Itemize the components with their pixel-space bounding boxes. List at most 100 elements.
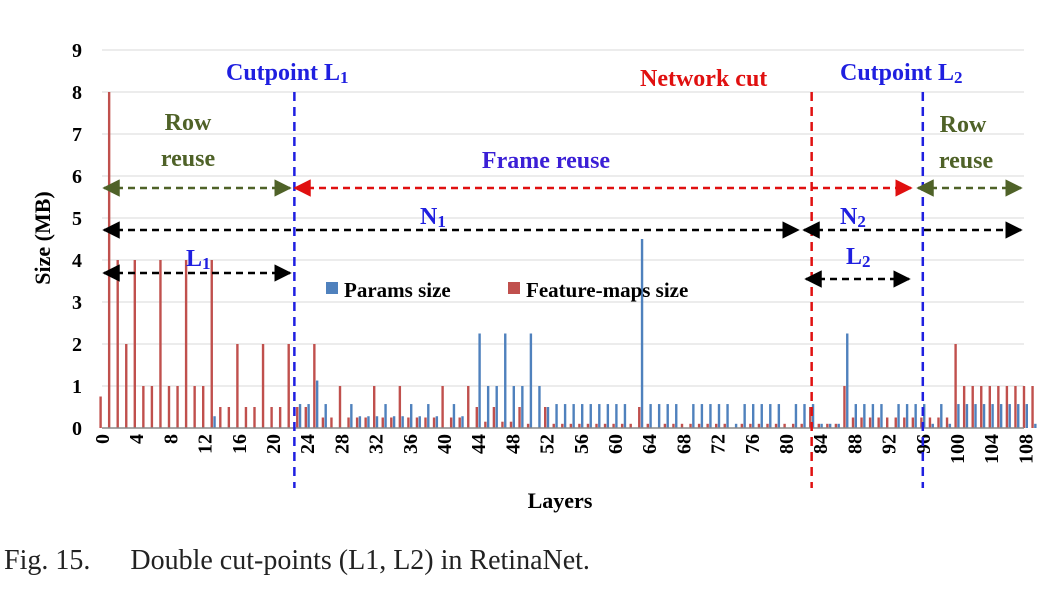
bar-params [546,407,550,428]
bar-params [957,404,960,428]
bar-feature-maps [715,423,718,428]
bar-feature-maps [723,423,726,428]
bar-feature-maps [911,417,915,428]
bar-params [486,386,490,428]
n1-label: N1 [420,204,446,231]
row-reuse-left-line1: Row [165,110,212,136]
bar-params [392,416,396,428]
row-reuse-right-line2: reuse [939,148,994,174]
bar-feature-maps [971,386,974,428]
bar-params [478,333,481,428]
bar-feature-maps [133,260,136,428]
bar-params [504,333,507,428]
bar-feature-maps [689,423,692,428]
x-tick-label: 84 [810,434,832,454]
y-tick-label: 4 [72,250,82,272]
x-tick-label: 0 [92,434,114,444]
bar-params [598,404,601,428]
bar-params [777,404,781,428]
bar-feature-maps [578,423,581,428]
bar-params [743,404,746,428]
bar-params [1034,423,1037,428]
bar-params [717,404,721,428]
caption-number: Fig. 15. [4,545,91,576]
bar-feature-maps [398,386,402,428]
x-tick-label: 60 [605,434,627,454]
bar-params [623,404,627,428]
bar-feature-maps [646,423,649,428]
legend-label-features: Feature-maps size [526,278,688,302]
frame-reuse-label: Frame reuse [482,148,611,174]
x-tick-label: 104 [981,434,1003,464]
bar-feature-maps [193,386,196,428]
bars [99,92,1037,428]
bar-feature-maps [202,386,205,428]
bar-params [675,404,678,428]
bar-feature-maps [1031,386,1034,428]
bar-feature-maps [458,417,461,428]
bar-feature-maps [287,344,290,428]
x-tick-label: 80 [776,434,798,454]
bar-params [538,386,541,428]
bar-feature-maps [99,396,102,428]
bar-feature-maps [107,92,111,428]
bar-params [965,404,969,428]
y-tick-label: 7 [72,124,82,146]
x-tick-label: 92 [879,434,901,454]
bar-params [863,404,866,428]
bar-feature-maps [894,417,897,428]
bar-params [461,416,464,428]
bar-params [1025,404,1028,428]
bar-feature-maps [860,417,863,428]
network-cut-label: Network cut [640,66,767,92]
bar-feature-maps [364,417,367,428]
bar-params [512,386,515,428]
bar-params [384,404,387,428]
bar-feature-maps [390,417,393,428]
bar-feature-maps [1005,386,1009,428]
bar-feature-maps [1014,386,1017,428]
x-tick-label: 16 [229,434,251,454]
bar-params [666,404,669,428]
bar-feature-maps [740,423,744,428]
n2-label: N2 [840,204,866,231]
x-tick-label: 68 [673,434,695,454]
bar-params [358,416,362,428]
x-tick-label: 24 [297,434,319,454]
bar-feature-maps [663,423,667,428]
bar-feature-maps [749,423,752,428]
bar-feature-maps [544,407,547,428]
bar-params [410,404,413,428]
x-tick-label: 52 [537,434,559,454]
x-tick-label: 100 [947,434,969,464]
bar-feature-maps [526,423,530,428]
x-tick-label: 20 [263,434,285,454]
bar-feature-maps [791,423,795,428]
bar-params [692,404,695,428]
bar-params [999,404,1003,428]
x-tick-label: 28 [331,434,353,454]
legend-label-params: Params size [344,278,451,302]
bar-params [803,404,806,428]
bar-params [1008,404,1011,428]
bar-params [760,404,763,428]
bar-params [871,404,875,428]
bar-feature-maps [219,407,222,428]
bar-feature-maps [903,417,906,428]
bar-params [940,404,943,428]
bar-params [820,423,823,428]
bar-feature-maps [980,386,983,428]
bar-params [752,404,755,428]
annotations: Cutpoint L1 Network cut Cutpoint L2 Row … [161,60,994,273]
bar-params [615,404,618,428]
x-tick-label: 76 [742,434,764,454]
bar-params [657,404,661,428]
x-tick-label: 32 [366,434,388,454]
x-tick-labels: 0 4 8 12 16 20 24 28 32 36 40 44 48 52 56 60 64 68 72 76 80 8… [92,434,1037,464]
figure-caption: Fig. 15. Double cut-points (L1, L2) in Re… [4,545,590,577]
bar-params [589,404,592,428]
bar-params [350,404,353,428]
y-axis-title: Size (MB) [30,191,55,284]
bar-params [315,380,319,428]
bar-feature-maps [561,423,564,428]
